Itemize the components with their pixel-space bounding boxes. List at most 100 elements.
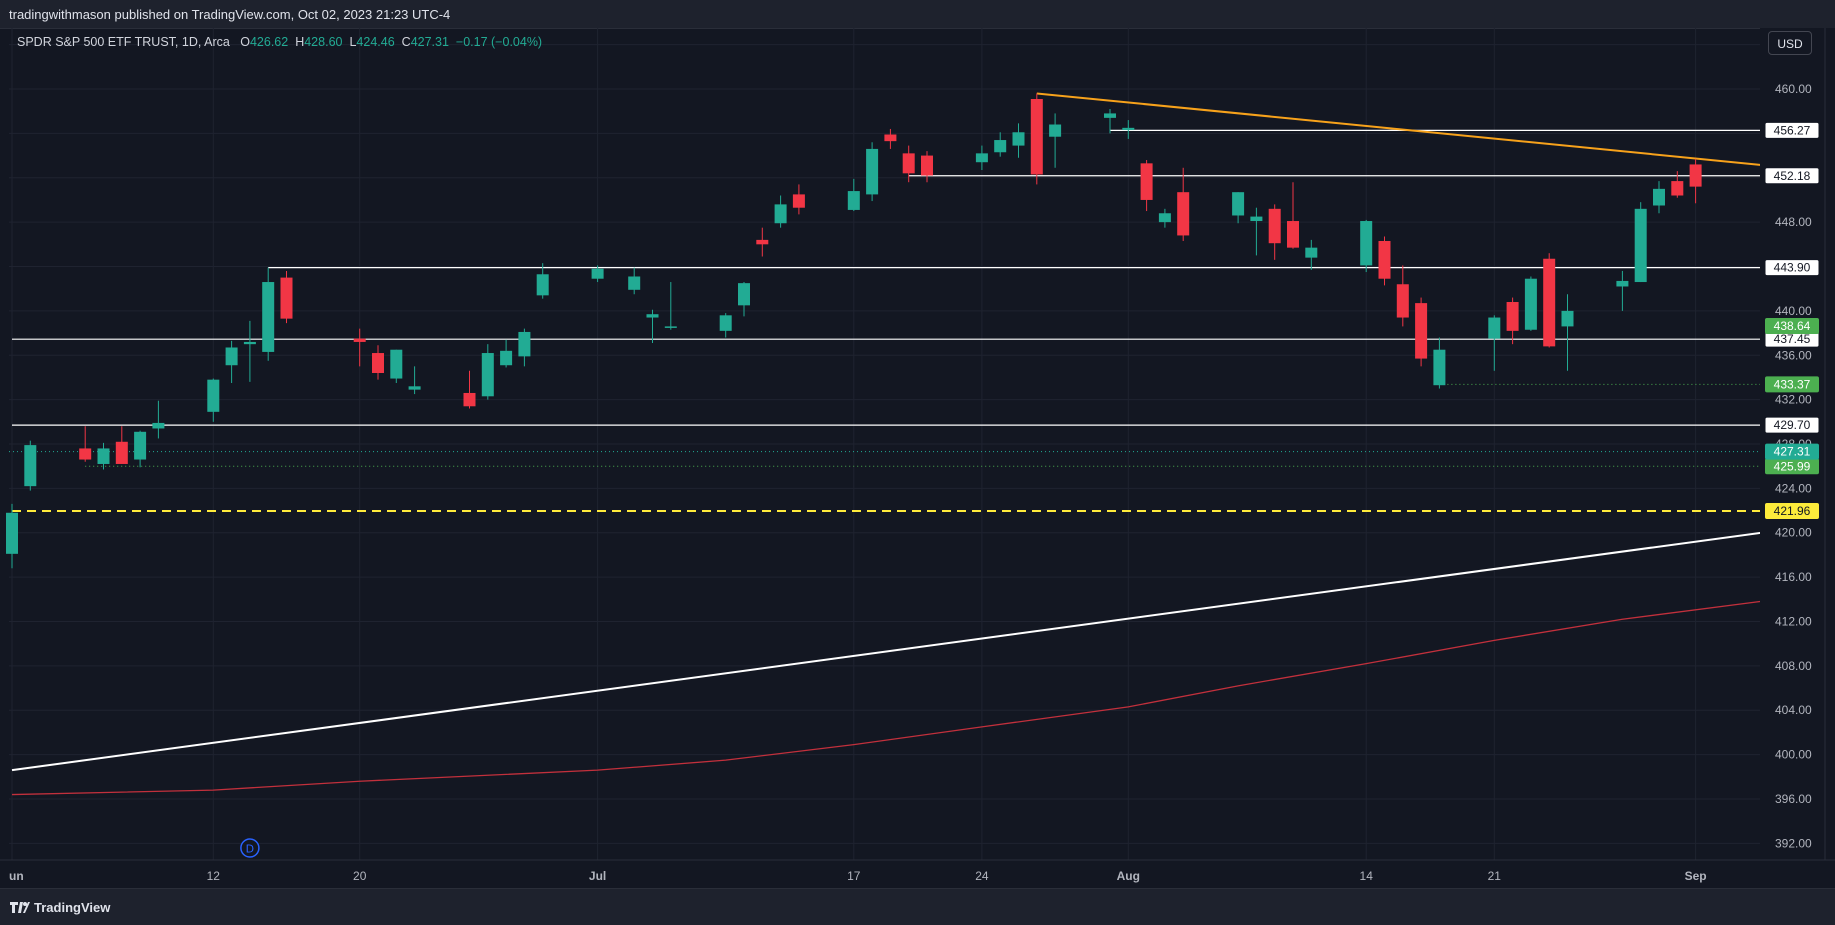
- candle: [463, 370, 476, 409]
- candle: [994, 132, 1007, 157]
- time-tick-label: Jul: [589, 869, 606, 883]
- candle: [372, 345, 384, 380]
- last-price-label-bg: [1765, 443, 1819, 460]
- candlesticks: [6, 93, 1830, 569]
- candle: [1140, 160, 1153, 212]
- price-tick-label: 412.00: [1775, 614, 1812, 628]
- candle-body: [152, 422, 165, 429]
- candle: [115, 426, 128, 464]
- candle: [353, 328, 366, 367]
- candle: [225, 340, 238, 383]
- candle: [884, 128, 897, 149]
- level-price-label-bg: [1764, 259, 1820, 277]
- level-price-label-bg: [1764, 121, 1820, 139]
- candle: [134, 430, 147, 468]
- candle-body: [390, 349, 403, 379]
- level-price-label: 437.45: [1774, 332, 1811, 346]
- candle-body: [994, 140, 1007, 153]
- high-label: H: [295, 35, 305, 49]
- candle-body: [1030, 98, 1043, 175]
- time-tick-label: 17: [847, 869, 861, 883]
- publish-info: tradingwithmason published on TradingVie…: [9, 7, 451, 22]
- price-tick-label: 448.00: [1775, 215, 1812, 229]
- candle-body: [1287, 221, 1299, 248]
- candle: [756, 227, 769, 257]
- candle-body: [591, 268, 604, 279]
- candle-body: [664, 326, 677, 328]
- candle: [536, 263, 549, 299]
- time-tick-label: 12: [207, 869, 221, 883]
- candle: [1030, 93, 1043, 185]
- grid-lines: [9, 28, 1760, 860]
- candle: [1653, 181, 1665, 214]
- candle: [262, 267, 275, 361]
- level-price-label-bg: [1764, 416, 1820, 434]
- candle-body: [500, 350, 513, 366]
- candle-body: [774, 204, 787, 224]
- time-tick-label: un: [9, 869, 24, 883]
- candle: [1524, 276, 1537, 331]
- candle-body: [1049, 124, 1062, 137]
- time-tick-label: 21: [1488, 869, 1502, 883]
- candle-body: [1012, 132, 1025, 146]
- price-chart[interactable]: DD⚡ 392.00 396.00 400.00 404.00 408.00 412.00…: [0, 28, 1835, 888]
- candle-body: [372, 353, 384, 374]
- candle-body: [975, 153, 988, 163]
- moving-average: [11, 591, 1835, 796]
- candle: [500, 339, 513, 368]
- symbol-legend: SPDR S&P 500 ETF TRUST, 1D, Arca O426.62…: [17, 35, 549, 49]
- time-tick-label: 20: [353, 869, 367, 883]
- footer-brand-text: TradingView: [34, 900, 111, 915]
- time-tick-label: Sep: [1685, 869, 1707, 883]
- candle-body: [866, 148, 879, 195]
- time-tick-label: Aug: [1117, 869, 1140, 883]
- candle: [902, 145, 915, 183]
- event-marker-circle: [240, 838, 260, 858]
- candle: [1287, 182, 1299, 249]
- tradingview-logo-icon: [10, 902, 30, 913]
- candle-body: [738, 283, 750, 306]
- change-value: −0.17 (−0.04%): [455, 35, 543, 49]
- candle: [1671, 171, 1684, 198]
- candle: [152, 400, 165, 439]
- open-value: 426.62: [249, 35, 289, 49]
- candle: [866, 142, 879, 202]
- candle: [1488, 315, 1501, 371]
- candle: [1250, 207, 1263, 256]
- candle: [1634, 202, 1647, 283]
- candle: [1268, 204, 1281, 260]
- resistance-trendline: [1036, 92, 1835, 174]
- currency-button[interactable]: USD: [1768, 31, 1812, 55]
- candle-body: [1378, 240, 1391, 279]
- candle: [1305, 239, 1318, 270]
- last-price-label: 427.31: [1774, 445, 1811, 459]
- candle: [774, 195, 787, 228]
- candle: [1433, 337, 1446, 389]
- close-label: C: [401, 35, 411, 49]
- candle-body: [1433, 349, 1446, 386]
- candle-body: [1616, 280, 1629, 287]
- candle: [847, 178, 860, 212]
- candle-body: [262, 282, 275, 352]
- candle: [1378, 236, 1391, 286]
- candle: [1689, 158, 1702, 204]
- dotted-level-price-label-bg: [1765, 458, 1819, 475]
- time-axis-bg: [0, 860, 1835, 888]
- dotted-level-price-label: 433.37: [1774, 377, 1811, 391]
- candle: [1158, 208, 1171, 228]
- candle: [975, 145, 988, 170]
- level-price-label-bg: [1765, 503, 1819, 520]
- level-price-label: 443.90: [1774, 261, 1811, 275]
- candle-body: [756, 239, 769, 245]
- tradingview-brand[interactable]: TradingView: [10, 900, 110, 915]
- candle: [1012, 123, 1025, 158]
- candle-body: [115, 441, 128, 464]
- candle: [6, 503, 18, 569]
- candle-body: [1488, 317, 1501, 339]
- candle-body: [646, 314, 659, 318]
- candle: [1104, 108, 1116, 134]
- candle-body: [719, 315, 732, 331]
- candle-body: [792, 194, 805, 208]
- time-axis: un1220Jul1724Aug1421Sep111825Oct9: [0, 859, 1835, 888]
- candle-body: [1250, 216, 1263, 222]
